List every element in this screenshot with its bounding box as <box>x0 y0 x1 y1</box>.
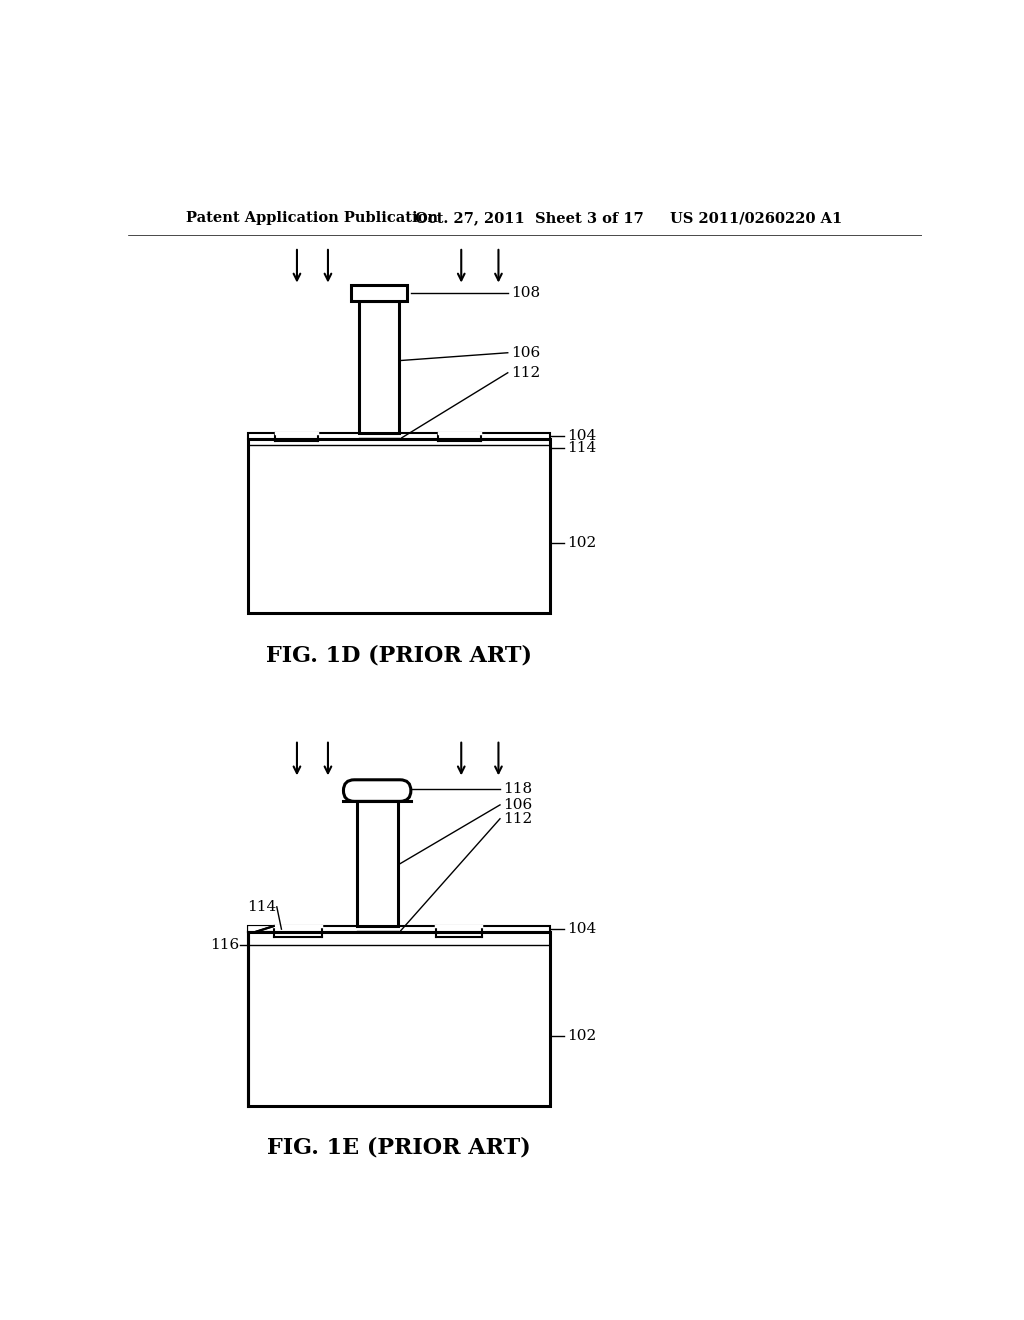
Text: 102: 102 <box>566 536 596 550</box>
Text: US 2011/0260220 A1: US 2011/0260220 A1 <box>671 211 843 226</box>
Bar <box>359 301 399 433</box>
Text: 114: 114 <box>247 900 276 913</box>
Text: 104: 104 <box>566 923 596 936</box>
Text: 102: 102 <box>566 1030 596 1043</box>
Text: 114: 114 <box>566 441 596 455</box>
Bar <box>351 285 407 301</box>
Text: 108: 108 <box>511 286 540 300</box>
Bar <box>344 789 410 801</box>
Bar <box>248 932 550 1105</box>
Text: 106: 106 <box>503 797 532 812</box>
Text: FIG. 1E (PRIOR ART): FIG. 1E (PRIOR ART) <box>267 1137 531 1159</box>
Bar <box>248 927 550 932</box>
Bar <box>248 433 550 440</box>
Text: 118: 118 <box>503 783 532 796</box>
Text: 106: 106 <box>511 346 540 360</box>
Text: 112: 112 <box>503 812 532 826</box>
Text: 104: 104 <box>566 429 596 444</box>
Text: 112: 112 <box>511 366 540 380</box>
Text: Patent Application Publication: Patent Application Publication <box>186 211 438 226</box>
Text: Oct. 27, 2011  Sheet 3 of 17: Oct. 27, 2011 Sheet 3 of 17 <box>415 211 643 226</box>
Bar <box>248 440 550 612</box>
Bar <box>356 801 397 927</box>
Polygon shape <box>248 927 273 932</box>
Text: 116: 116 <box>210 937 240 952</box>
FancyBboxPatch shape <box>343 780 411 801</box>
Text: FIG. 1D (PRIOR ART): FIG. 1D (PRIOR ART) <box>266 644 532 667</box>
